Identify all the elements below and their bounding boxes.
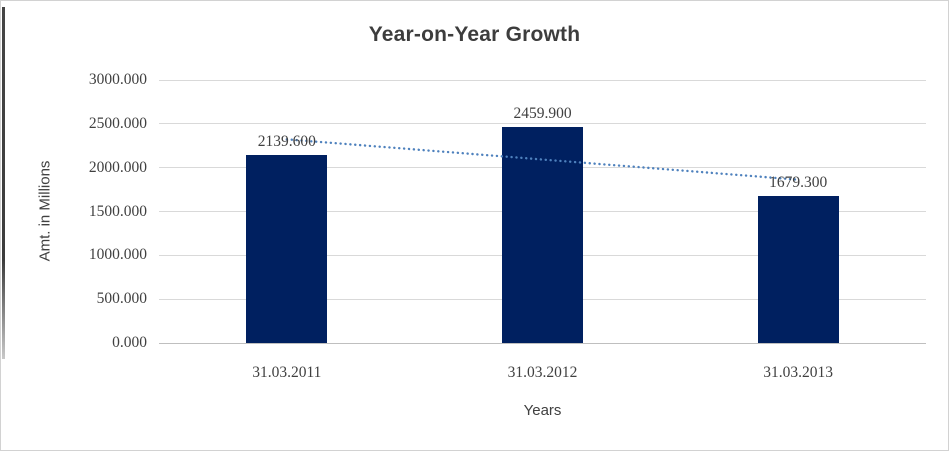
- y-tick-label: 500.000: [96, 290, 147, 308]
- x-axis-title: Years: [523, 402, 562, 419]
- y-tick-label: 0.000: [112, 334, 147, 351]
- bar-31.03.2013: [757, 195, 839, 343]
- y-tick-label: 1000.000: [88, 246, 147, 264]
- gridline-3000.000: [159, 79, 926, 81]
- gridline-0.000: [159, 342, 926, 344]
- data-label: 1679.300: [769, 173, 828, 191]
- y-tick-label: 2000.000: [88, 158, 147, 176]
- y-tick-label: 3000.000: [88, 71, 147, 88]
- chart-title: Year-on-Year Growth: [368, 23, 581, 46]
- bar-31.03.2011: [246, 155, 328, 343]
- plot-area: [159, 79, 926, 344]
- x-tick-label: 31.03.2013: [763, 364, 834, 381]
- y-tick-label: 2500.000: [88, 114, 147, 132]
- y-tick-label: 1500.000: [88, 202, 147, 220]
- gridline-2500.000: [159, 123, 926, 125]
- x-tick-label: 31.03.2011: [252, 364, 322, 381]
- left-border-line: [2, 7, 5, 359]
- x-tick-label: 31.03.2012: [507, 364, 578, 381]
- data-label: 2139.600: [257, 133, 316, 151]
- bar-31.03.2012: [502, 127, 583, 343]
- data-label: 2459.900: [513, 105, 572, 123]
